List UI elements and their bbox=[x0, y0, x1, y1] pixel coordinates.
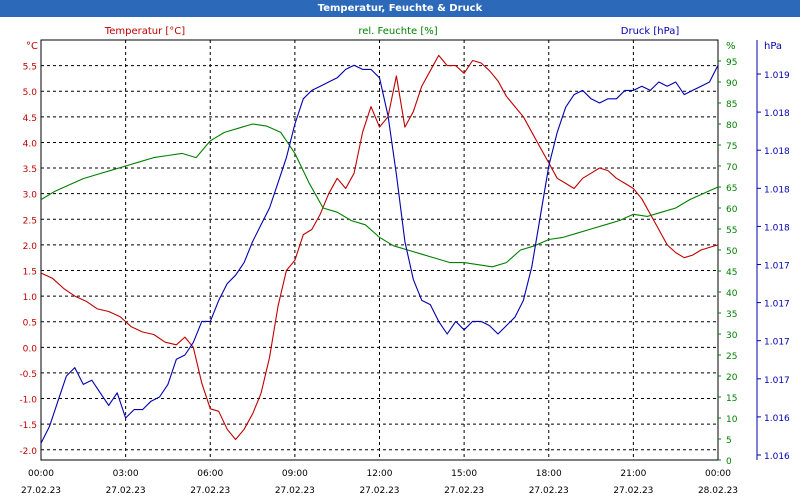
grid bbox=[41, 40, 718, 460]
humidity-tick-label: 65 bbox=[726, 184, 737, 194]
x-tick-date: 27.02.23 bbox=[359, 486, 399, 496]
humidity-tick-label: 10 bbox=[726, 415, 738, 425]
x-tick-date: 27.02.23 bbox=[275, 486, 315, 496]
pressure-tick-label: 1.018 bbox=[764, 223, 790, 233]
temperature-tick-label: 2.0 bbox=[23, 242, 38, 252]
humidity-tick-label: 70 bbox=[726, 163, 738, 173]
pressure-axis: 1.019 1.018 1.018 1.018 1.018 1.017 1.017 1.017… bbox=[756, 40, 790, 462]
temperature-tick-label: 3.0 bbox=[23, 191, 38, 201]
x-tick-date: 27.02.23 bbox=[529, 486, 569, 496]
x-tick-date: 27.02.23 bbox=[444, 486, 484, 496]
temperature-tick-label: 5.5 bbox=[23, 63, 37, 73]
temperature-tick-label: -0.5 bbox=[19, 370, 37, 380]
humidity-tick-label: 30 bbox=[726, 331, 738, 341]
x-tick-date: 27.02.23 bbox=[613, 486, 653, 496]
temperature-tick-label: 1.5 bbox=[23, 267, 37, 277]
pressure-tick-label: 1.017 bbox=[764, 338, 790, 348]
humidity-tick-label: 5 bbox=[726, 436, 732, 446]
temperature-tick-label: 3.5 bbox=[23, 165, 37, 175]
humidity-tick-label: 95 bbox=[726, 58, 737, 68]
x-tick-date: 27.02.23 bbox=[106, 486, 146, 496]
humidity-tick-label: 0 bbox=[726, 457, 732, 467]
humidity-tick-label: 20 bbox=[726, 373, 738, 383]
temperature-tick-label: -1.5 bbox=[19, 421, 37, 431]
pressure-tick-label: 1.018 bbox=[764, 147, 790, 157]
x-tick-time: 21:00 bbox=[620, 469, 646, 479]
humidity-tick-label: 35 bbox=[726, 310, 737, 320]
humidity-axis-label: rel. Feuchte [%] bbox=[358, 26, 437, 37]
x-tick-time: 09:00 bbox=[282, 469, 308, 479]
humidity-series-line bbox=[40, 123, 719, 268]
temperature-tick-label: 0.0 bbox=[23, 344, 38, 354]
temperature-axis: 5.5 5.0 4.5 4.0 3.5 3.0 2.5 2.0 1.5 1.0 0.5 0.0 -0.5… bbox=[19, 63, 37, 457]
temperature-unit: °C bbox=[26, 41, 38, 52]
x-tick-date: 28.02.23 bbox=[698, 486, 738, 496]
x-tick-date: 27.02.23 bbox=[190, 486, 230, 496]
temperature-tick-label: 5.0 bbox=[23, 88, 38, 98]
humidity-tick-label: 45 bbox=[726, 268, 737, 278]
humidity-unit: % bbox=[726, 41, 736, 52]
temperature-tick-label: 2.5 bbox=[23, 216, 37, 226]
pressure-tick-label: 1.017 bbox=[764, 300, 790, 310]
humidity-tick-label: 75 bbox=[726, 142, 737, 152]
x-tick-time: 00:00 bbox=[705, 469, 731, 479]
humidity-tick-label: 80 bbox=[726, 121, 738, 131]
pressure-tick-label: 1.016 bbox=[764, 452, 790, 462]
x-tick-date: 27.02.23 bbox=[21, 486, 61, 496]
window-title: Temperatur, Feuchte & Druck bbox=[0, 0, 800, 17]
humidity-tick-label: 50 bbox=[726, 247, 738, 257]
temperature-tick-label: 4.5 bbox=[23, 114, 37, 124]
x-tick-time: 15:00 bbox=[451, 469, 477, 479]
pressure-tick-label: 1.016 bbox=[764, 414, 790, 424]
pressure-tick-label: 1.018 bbox=[764, 185, 790, 195]
temperature-tick-label: -1.0 bbox=[19, 396, 37, 406]
pressure-tick-label: 1.017 bbox=[764, 262, 790, 272]
humidity-tick-label: 90 bbox=[726, 79, 738, 89]
humidity-tick-label: 15 bbox=[726, 394, 737, 404]
humidity-tick-label: 25 bbox=[726, 352, 737, 362]
temperature-tick-label: 0.5 bbox=[23, 319, 37, 329]
x-tick-time: 00:00 bbox=[28, 469, 54, 479]
pressure-axis-label: Druck [hPa] bbox=[621, 26, 680, 37]
humidity-tick-label: 55 bbox=[726, 226, 737, 236]
pressure-tick-label: 1.017 bbox=[764, 376, 790, 386]
pressure-tick-label: 1.018 bbox=[764, 109, 790, 119]
temperature-series-line bbox=[40, 54, 719, 441]
temperature-tick-label: -2.0 bbox=[19, 447, 37, 457]
x-tick-time: 12:00 bbox=[367, 469, 393, 479]
x-tick-time: 03:00 bbox=[113, 469, 139, 479]
pressure-series-line bbox=[40, 64, 719, 444]
x-tick-time: 18:00 bbox=[536, 469, 562, 479]
pressure-unit: hPa bbox=[764, 41, 782, 52]
humidity-tick-label: 40 bbox=[726, 289, 738, 299]
series-group bbox=[40, 54, 719, 444]
temperature-axis-label: Temperatur [°C] bbox=[104, 26, 185, 37]
temperature-tick-label: 4.0 bbox=[23, 139, 38, 149]
x-tick-time: 06:00 bbox=[197, 469, 223, 479]
humidity-tick-label: 60 bbox=[726, 205, 738, 215]
temperature-tick-label: 1.0 bbox=[23, 293, 38, 303]
humidity-tick-label: 85 bbox=[726, 100, 737, 110]
pressure-tick-label: 1.019 bbox=[764, 71, 790, 81]
x-axis: 00:00 27.02.23 03:00 27.02.23 06:00 27.02.23 0… bbox=[21, 469, 738, 496]
